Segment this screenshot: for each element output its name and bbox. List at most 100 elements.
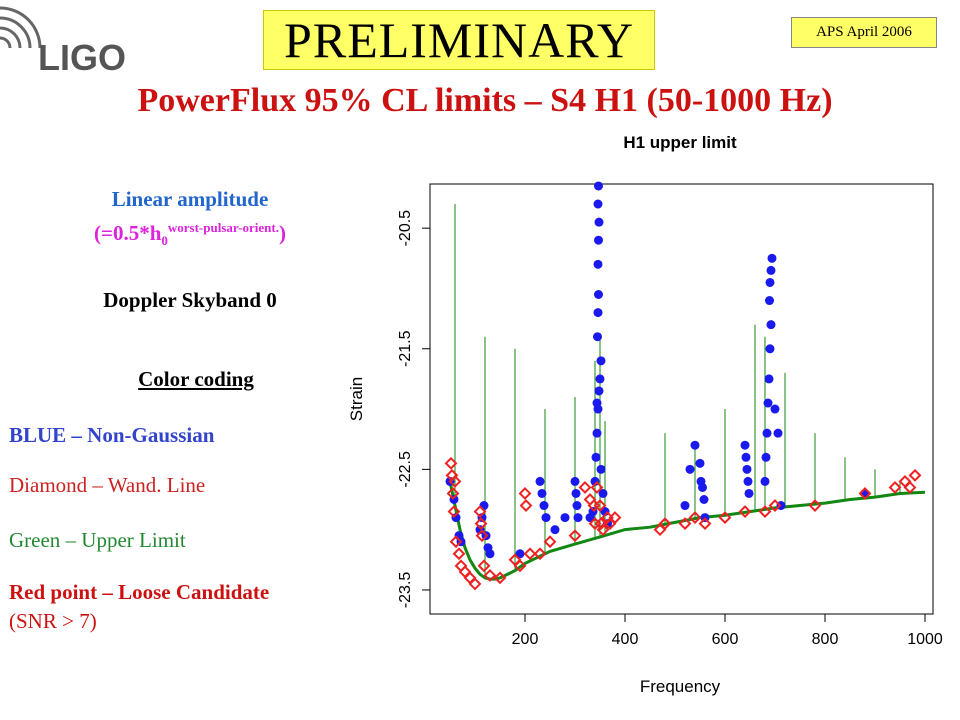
non-gaussian-point (765, 344, 775, 354)
linear-amplitude-label: Linear amplitude (111, 187, 269, 211)
non-gaussian-point (594, 290, 603, 299)
orientation-suffix: ) (278, 221, 286, 245)
wandering-line-diamond (698, 517, 712, 531)
wandering-line-diamond (738, 505, 752, 518)
non-gaussian-point (741, 452, 751, 462)
preliminary-banner: PRELIMINARY (263, 10, 655, 70)
wandering-line-diamond (678, 517, 692, 531)
logo-text: LIGO (38, 37, 126, 78)
x-tick-label: 1000 (907, 631, 943, 648)
non-gaussian-point (593, 308, 603, 318)
non-gaussian-point (766, 265, 776, 275)
wandering-line-diamond (444, 456, 458, 470)
non-gaussian-point (740, 440, 750, 450)
non-gaussian-point (698, 482, 707, 492)
wandering-line-diamond (533, 547, 547, 561)
non-gaussian-point (515, 549, 525, 559)
y-tick-label: -22.5 (397, 451, 414, 488)
wandering-line-diamond (688, 511, 702, 525)
non-gaussian-point (591, 452, 601, 462)
wandering-line-diamond (449, 535, 463, 549)
wandering-line-diamond (808, 499, 822, 512)
x-tick-label: 400 (612, 631, 639, 648)
x-tick-label: 600 (712, 631, 739, 648)
y-tick-label: -20.5 (397, 210, 414, 247)
legend-green: Green – Upper Limit (9, 528, 186, 552)
non-gaussian-point (570, 476, 580, 486)
non-gaussian-point (764, 374, 774, 384)
wandering-line-diamond (513, 559, 527, 573)
non-gaussian-point (593, 259, 603, 269)
non-gaussian-point (765, 296, 774, 306)
non-gaussian-point (539, 501, 549, 511)
wandering-line-diamond (583, 493, 597, 506)
wandering-line-diamond (454, 559, 468, 573)
non-gaussian-point (760, 476, 770, 486)
non-gaussian-point (594, 217, 604, 227)
non-gaussian-point (593, 199, 603, 209)
non-gaussian-point (550, 525, 560, 535)
chart-marks: 200 400 600 800 1000 -20.5 -21.5 -22.5 -23.5 (397, 181, 943, 648)
non-gaussian-point (766, 320, 776, 330)
non-gaussian-point (744, 488, 754, 498)
wandering-line-diamond (908, 468, 922, 482)
wandering-line-diamond (590, 481, 604, 494)
wandering-line-diamond (543, 535, 557, 549)
wandering-line-diamond (768, 499, 782, 512)
non-gaussian-point (596, 356, 606, 366)
upper-limit-chart: H1 upper limit Frequency Strain 200 400 60… (347, 133, 943, 696)
wandering-line-diamond (483, 569, 497, 582)
orientation-sup: worst-pulsar-orient. (167, 220, 279, 235)
legend-diamond: Diamond – Wand. Line (9, 473, 206, 497)
x-tick-label: 800 (812, 631, 839, 648)
non-gaussian-point (695, 458, 705, 468)
non-gaussian-point (535, 476, 545, 486)
non-gaussian-point (594, 235, 603, 245)
upper-limit-line (448, 481, 926, 581)
non-gaussian-point (541, 513, 551, 523)
non-gaussian-point (485, 549, 495, 559)
wandering-line-diamond (596, 523, 610, 537)
orientation-note: (=0.5*h0worst-pulsar-orient.) (20, 220, 360, 249)
wandering-line-diamond (578, 481, 592, 494)
wandering-line-diamond (447, 505, 461, 518)
non-gaussian-point (537, 488, 547, 498)
wandering-line-diamond (452, 547, 466, 561)
wandering-line-diamond (475, 529, 489, 543)
x-axis-label: Frequency (640, 677, 721, 696)
y-tick-label: -23.5 (397, 572, 414, 609)
wandering-line-diamond (593, 499, 607, 512)
non-gaussian-point (765, 277, 775, 287)
wandering-line-diamond (473, 505, 487, 518)
non-gaussian-point (767, 253, 777, 263)
wandering-line-diamond (448, 474, 462, 488)
non-gaussian-point (592, 428, 602, 438)
non-gaussian-point (596, 464, 606, 474)
y-tick-label: -21.5 (397, 330, 414, 367)
conference-badge: APS April 2006 (791, 17, 937, 48)
wandering-line-diamond (758, 505, 772, 518)
non-gaussian-point (770, 404, 780, 414)
wandering-line-diamond (446, 487, 460, 500)
wandering-line-diamond (888, 481, 902, 494)
x-tick-label: 200 (512, 631, 539, 648)
non-gaussian-point (773, 428, 783, 438)
orientation-sub: 0 (161, 233, 168, 249)
color-coding-heading: Color coding (138, 367, 254, 391)
chart-title: H1 upper limit (623, 133, 737, 152)
non-gaussian-point (560, 513, 570, 523)
non-gaussian-point (594, 386, 604, 396)
non-gaussian-point (595, 374, 605, 384)
wandering-line-diamond (903, 481, 917, 494)
slide-title: PowerFlux 95% CL limits – S4 H1 (50-1000… (137, 82, 833, 119)
legend-snr: (SNR > 7) (9, 609, 97, 633)
wandering-line-diamond (518, 487, 532, 500)
orientation-prefix: (=0.5*h (94, 221, 162, 245)
wandering-line-diamond (594, 517, 608, 531)
plot-frame (429, 183, 934, 615)
non-gaussian-point (690, 440, 700, 450)
legend-red: Red point – Loose Candidate (9, 580, 270, 604)
wandering-line-diamond (608, 511, 622, 525)
non-gaussian-point (762, 428, 772, 438)
ligo-logo: LIGO (0, 6, 126, 78)
